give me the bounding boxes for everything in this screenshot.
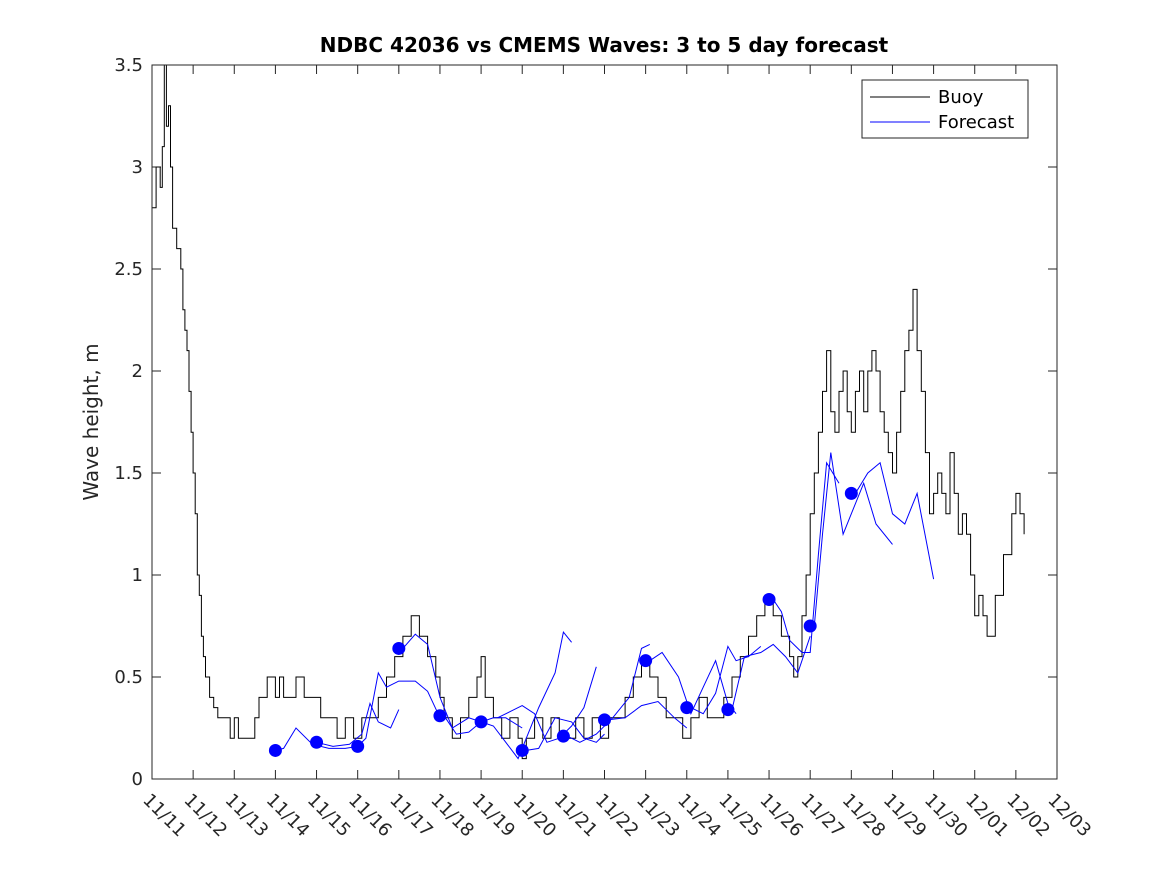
forecast-series-line bbox=[731, 636, 811, 710]
y-tick-label: 0.5 bbox=[114, 667, 143, 688]
forecast-marker bbox=[556, 729, 570, 743]
forecast-series-line bbox=[690, 645, 762, 715]
plot-area bbox=[151, 64, 1058, 780]
forecast-marker bbox=[844, 486, 858, 500]
chart-title: NDBC 42036 vs CMEMS Waves: 3 to 5 day fo… bbox=[320, 33, 889, 57]
y-tick-label: 3.5 bbox=[114, 55, 143, 76]
forecast-marker bbox=[474, 715, 488, 729]
y-tick-label: 2.5 bbox=[114, 259, 143, 280]
forecast-marker bbox=[392, 641, 406, 655]
legend-forecast-label: Forecast bbox=[938, 112, 1014, 133]
forecast-marker bbox=[639, 654, 653, 668]
forecast-series-line bbox=[649, 651, 737, 716]
forecast-marker bbox=[803, 619, 817, 633]
forecast-marker bbox=[310, 735, 324, 749]
plot-frame bbox=[151, 64, 1058, 780]
forecast-marker bbox=[598, 713, 611, 727]
axis-ticks bbox=[151, 64, 1058, 780]
forecast-series-line bbox=[316, 702, 400, 747]
y-tick-label: 3 bbox=[132, 157, 143, 178]
buoy-series-line bbox=[152, 64, 1025, 760]
forecast-series-line bbox=[608, 700, 688, 729]
legend-box bbox=[861, 79, 1029, 139]
forecast-marker bbox=[762, 592, 776, 606]
forecast-marker bbox=[721, 703, 735, 717]
plot-background bbox=[152, 65, 1057, 779]
forecast-series-line bbox=[480, 630, 572, 760]
series-layer bbox=[152, 64, 1025, 760]
forecast-marker bbox=[680, 701, 694, 715]
forecast-series-line bbox=[813, 452, 893, 627]
y-tick-label: 0 bbox=[132, 769, 143, 790]
forecast-marker bbox=[433, 709, 447, 723]
forecast-marker bbox=[268, 743, 282, 757]
forecast-series-line bbox=[357, 671, 441, 747]
legend-buoy-label: Buoy bbox=[938, 87, 984, 108]
forecast-series-line bbox=[526, 717, 605, 751]
y-tick-label: 1.5 bbox=[114, 463, 143, 484]
y-tick-labels: 0 0.5 1 1.5 2 2.5 3 3.5 bbox=[114, 55, 143, 790]
y-axis-label: Wave height, m bbox=[79, 343, 103, 500]
forecast-series-line bbox=[567, 643, 651, 743]
forecast-series-line bbox=[402, 633, 482, 729]
forecast-series-line bbox=[497, 666, 597, 743]
legend: Buoy Forecast bbox=[861, 79, 1029, 139]
y-tick-label: 1 bbox=[132, 565, 143, 586]
y-tick-label: 2 bbox=[132, 361, 143, 382]
forecast-marker bbox=[515, 743, 529, 757]
forecast-series-line bbox=[854, 461, 935, 580]
forecast-series-line bbox=[772, 461, 840, 653]
forecast-marker bbox=[351, 739, 365, 753]
